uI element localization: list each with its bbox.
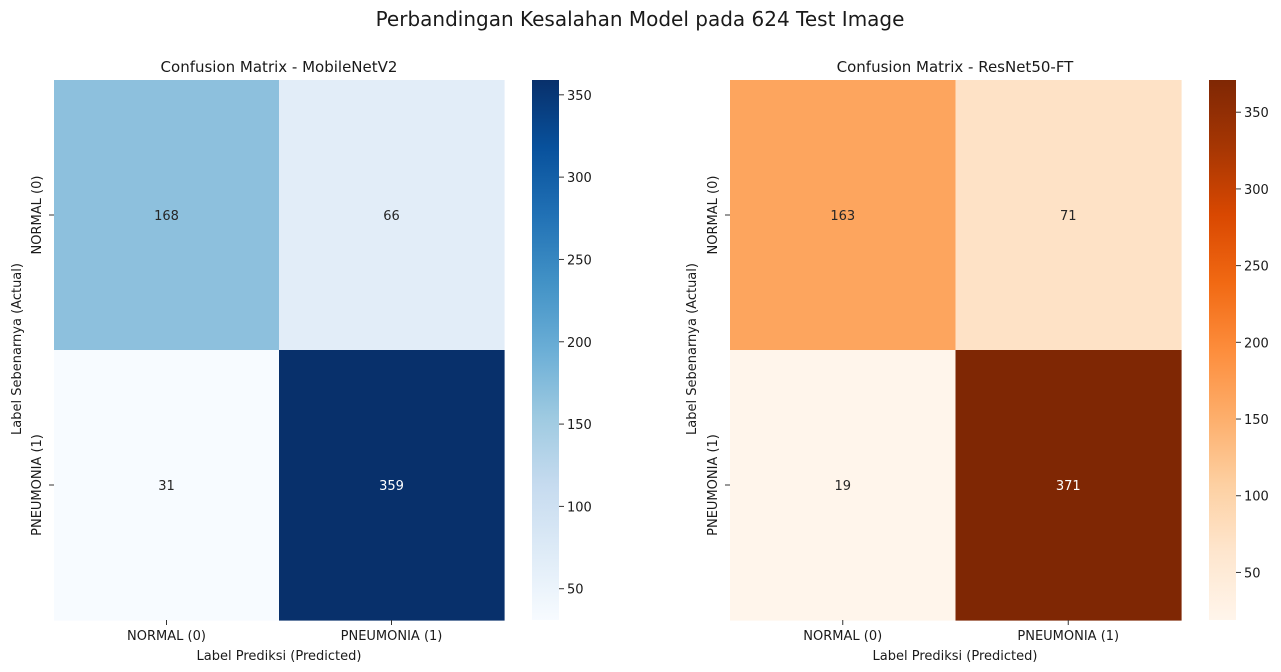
cell-annotations: 163 71 19 371 bbox=[830, 209, 1080, 494]
heatmap-cell bbox=[279, 80, 505, 351]
x-tick-label: NORMAL (0) bbox=[803, 629, 882, 644]
cell-value: 19 bbox=[834, 479, 851, 494]
panel-title: Confusion Matrix - ResNet50-FT bbox=[837, 58, 1075, 76]
cell-value: 359 bbox=[379, 479, 404, 494]
colorbar-tick-label: 100 bbox=[567, 500, 592, 515]
colorbar-tick-label: 150 bbox=[567, 418, 592, 433]
heatmap-cells bbox=[54, 80, 505, 621]
heatmap-cell bbox=[955, 80, 1182, 351]
colorbar-gradient bbox=[532, 80, 559, 620]
heatmap-cell bbox=[54, 350, 280, 621]
heatmap-cell bbox=[730, 350, 957, 621]
y-axis-label: Label Sebenarnya (Actual) bbox=[685, 263, 700, 435]
panel-resnet50-ft: Confusion Matrix - ResNet50-FT 163 71 19 37… bbox=[685, 58, 1269, 664]
heatmap-cell bbox=[955, 350, 1182, 621]
heatmap-cell bbox=[730, 80, 957, 351]
colorbar-tick-label: 50 bbox=[567, 583, 584, 598]
colorbar-tick-label: 150 bbox=[1244, 413, 1269, 428]
colorbar-tick-label: 300 bbox=[567, 171, 592, 186]
cell-value: 71 bbox=[1060, 209, 1077, 224]
panel-mobilenetv2: Confusion Matrix - MobileNetV2 168 66 31 35… bbox=[10, 58, 592, 664]
heatmap-cells bbox=[730, 80, 1182, 621]
colorbar-tick-label: 250 bbox=[1244, 260, 1269, 275]
y-tick-label: PNEUMONIA (1) bbox=[706, 434, 721, 536]
figure-title: Perbandingan Kesalahan Model pada 624 Te… bbox=[376, 7, 905, 31]
y-tick-label: NORMAL (0) bbox=[706, 176, 721, 255]
heatmap-cell bbox=[54, 80, 280, 351]
colorbar-tick-label: 350 bbox=[567, 89, 592, 104]
x-tick-label: PNEUMONIA (1) bbox=[1017, 629, 1119, 644]
colorbar-tick-label: 200 bbox=[1244, 336, 1269, 351]
heatmap-cell bbox=[279, 350, 505, 621]
colorbar: 50 100 150 200 250 300 350 bbox=[1209, 80, 1269, 620]
colorbar: 50 100 150 200 250 300 350 bbox=[532, 80, 592, 620]
colorbar-tick-label: 300 bbox=[1244, 183, 1269, 198]
cell-value: 168 bbox=[154, 209, 179, 224]
colorbar-gradient bbox=[1209, 80, 1236, 620]
cell-annotations: 168 66 31 359 bbox=[154, 209, 404, 494]
cell-value: 371 bbox=[1056, 479, 1081, 494]
y-tick-label: NORMAL (0) bbox=[30, 176, 45, 255]
x-axis-label: Label Prediksi (Predicted) bbox=[873, 649, 1038, 664]
panel-title: Confusion Matrix - MobileNetV2 bbox=[161, 58, 398, 76]
colorbar-tick-label: 100 bbox=[1244, 490, 1269, 505]
x-tick-label: PNEUMONIA (1) bbox=[341, 629, 443, 644]
colorbar-tick-label: 350 bbox=[1244, 106, 1269, 121]
x-axis-label: Label Prediksi (Predicted) bbox=[197, 649, 362, 664]
colorbar-tick-label: 200 bbox=[567, 336, 592, 351]
cell-value: 66 bbox=[383, 209, 400, 224]
x-tick-label: NORMAL (0) bbox=[127, 629, 206, 644]
cell-value: 163 bbox=[830, 209, 855, 224]
x-ticks: NORMAL (0) PNEUMONIA (1) bbox=[803, 620, 1119, 644]
x-ticks: NORMAL (0) PNEUMONIA (1) bbox=[127, 620, 442, 644]
cell-value: 31 bbox=[158, 479, 175, 494]
y-ticks: NORMAL (0) PNEUMONIA (1) bbox=[30, 176, 54, 536]
colorbar-tick-label: 250 bbox=[567, 253, 592, 268]
y-tick-label: PNEUMONIA (1) bbox=[30, 434, 45, 536]
colorbar-tick-label: 50 bbox=[1244, 566, 1261, 581]
y-ticks: NORMAL (0) PNEUMONIA (1) bbox=[706, 176, 730, 536]
y-axis-label: Label Sebenarnya (Actual) bbox=[10, 263, 25, 435]
